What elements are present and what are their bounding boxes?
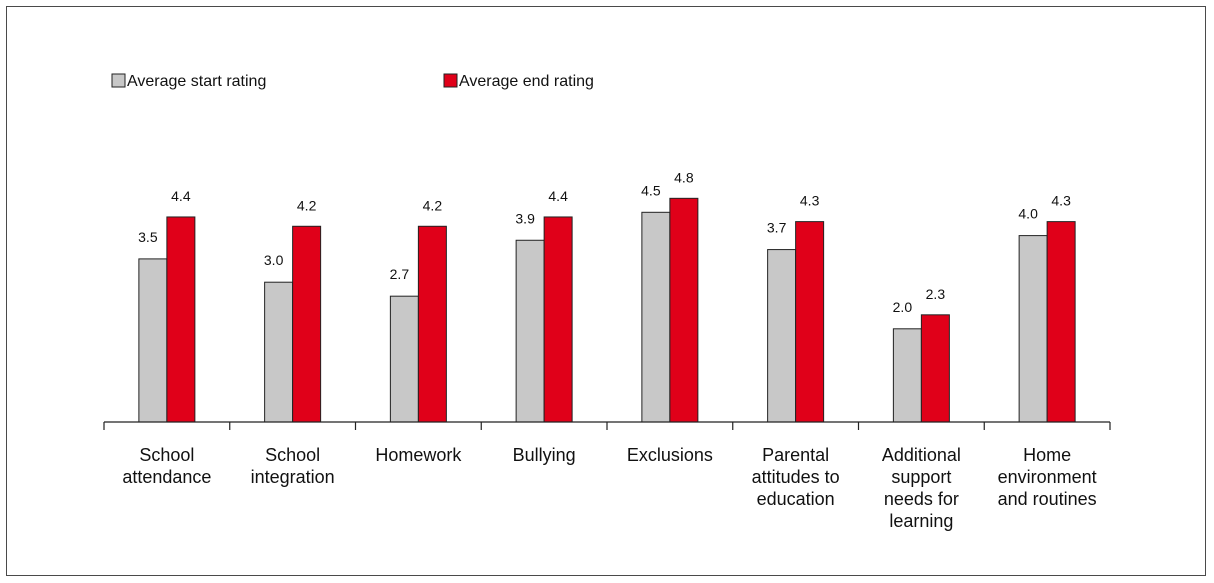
- category-label-6-line-0: Additional: [882, 445, 961, 465]
- legend-swatch-start: [111, 73, 126, 88]
- value-label-start-5: 3.7: [767, 220, 787, 236]
- category-label-5-line-1: attitudes to: [752, 467, 840, 487]
- bar-start-6: [892, 328, 922, 423]
- bar-start-2: [389, 295, 419, 423]
- value-label-start-4: 4.5: [641, 182, 661, 198]
- plot-area: 3.54.4Schoolattendance3.04.2Schoolintegr…: [103, 169, 1111, 531]
- bar-end-4: [669, 197, 699, 423]
- chart-frame: Average start rating Average end rating …: [6, 6, 1206, 576]
- bar-start-1: [264, 281, 294, 423]
- category-label-7-line-2: and routines: [998, 489, 1097, 509]
- bar-end-3: [543, 216, 573, 423]
- value-label-end-4: 4.8: [674, 169, 694, 185]
- category-label-0-line-1: attendance: [122, 467, 211, 487]
- bar-start-3: [515, 239, 545, 423]
- value-label-start-2: 2.7: [390, 266, 410, 282]
- category-label-1-line-0: School: [265, 445, 320, 465]
- bar-end-2: [417, 225, 447, 423]
- bar-end-6: [920, 314, 950, 423]
- category-label-1-line-1: integration: [251, 467, 335, 487]
- value-label-end-7: 4.3: [1051, 193, 1071, 209]
- value-label-start-3: 3.9: [515, 210, 535, 226]
- bar-chart: Average start rating Average end rating …: [103, 73, 1111, 531]
- category-label-7-line-1: environment: [998, 467, 1097, 487]
- category-label-6-line-2: needs for: [884, 489, 959, 509]
- category-label-2-line-0: Homework: [375, 445, 462, 465]
- value-label-end-3: 4.4: [548, 188, 568, 204]
- category-label-3-line-0: Bullying: [513, 445, 576, 465]
- value-label-start-7: 4.0: [1018, 206, 1038, 222]
- bar-start-0: [138, 258, 168, 423]
- value-label-end-5: 4.3: [800, 193, 820, 209]
- category-label-5-line-2: education: [757, 489, 835, 509]
- legend-label-end: Average end rating: [459, 73, 594, 90]
- value-label-end-0: 4.4: [171, 188, 191, 204]
- bar-start-5: [767, 249, 797, 423]
- bar-end-5: [795, 221, 825, 423]
- category-label-5-line-0: Parental: [762, 445, 829, 465]
- category-label-0-line-0: School: [139, 445, 194, 465]
- bar-end-1: [292, 225, 322, 423]
- bar-end-0: [166, 216, 196, 423]
- category-label-6-line-1: support: [891, 467, 951, 487]
- category-label-7-line-0: Home: [1023, 445, 1071, 465]
- legend-swatch-end: [443, 73, 458, 88]
- value-label-start-0: 3.5: [138, 229, 158, 245]
- value-label-end-2: 4.2: [423, 197, 443, 213]
- category-label-6-line-3: learning: [889, 511, 953, 531]
- category-label-4-line-0: Exclusions: [627, 445, 713, 465]
- bar-start-7: [1018, 235, 1048, 423]
- bar-start-4: [641, 211, 671, 423]
- value-label-end-6: 2.3: [926, 286, 946, 302]
- value-label-start-1: 3.0: [264, 252, 284, 268]
- value-label-start-6: 2.0: [893, 299, 913, 315]
- legend: Average start rating Average end rating: [111, 73, 594, 90]
- legend-label-start: Average start rating: [127, 73, 266, 90]
- bar-end-7: [1046, 221, 1076, 423]
- value-label-end-1: 4.2: [297, 197, 317, 213]
